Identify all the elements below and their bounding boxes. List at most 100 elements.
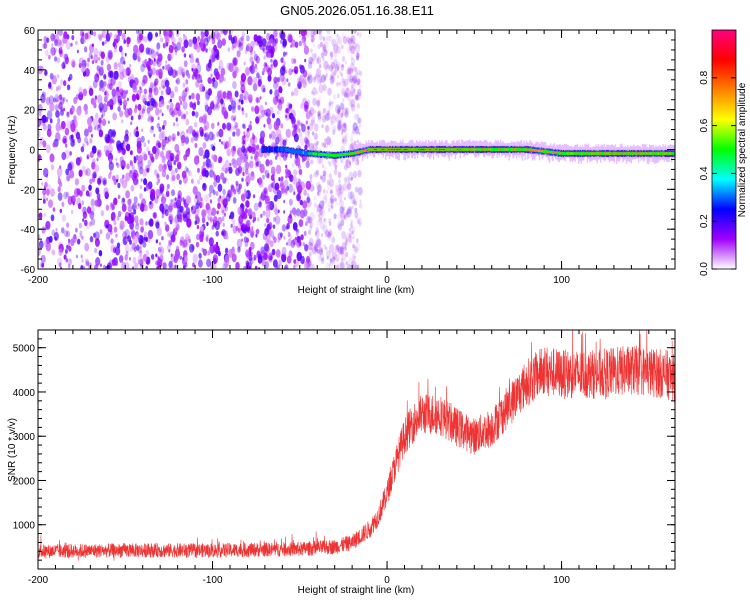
noise-speckle <box>62 80 67 87</box>
signal-edge <box>387 145 388 147</box>
noise-speckle <box>310 159 313 165</box>
noise-speckle <box>322 43 326 49</box>
noise-speckle <box>156 51 159 56</box>
noise-speckle <box>344 248 347 254</box>
signal-edge <box>520 145 522 147</box>
signal-segment <box>358 151 360 153</box>
noise-speckle <box>309 174 313 180</box>
noise-speckle <box>41 263 45 268</box>
noise-speckle <box>284 111 290 121</box>
noise-speckle <box>339 246 345 255</box>
noise-speckle <box>199 234 204 243</box>
noise-speckle <box>129 63 132 68</box>
noise-speckle <box>303 45 309 55</box>
noise-speckle <box>105 133 108 138</box>
noise-speckle <box>315 90 319 95</box>
signal-segment <box>567 152 569 155</box>
noise-speckle <box>113 62 118 70</box>
signal-segment <box>280 147 282 152</box>
noise-speckle <box>329 259 334 266</box>
signal-segment <box>420 149 422 150</box>
noise-speckle <box>60 120 66 130</box>
noise-speckle <box>125 67 131 77</box>
signal-segment <box>535 149 538 152</box>
signal-edge <box>606 156 608 158</box>
signal-segment <box>636 152 638 155</box>
noise-speckle <box>322 46 326 52</box>
noise-speckle <box>345 158 349 165</box>
noise-speckle <box>158 103 161 107</box>
noise-speckle <box>340 112 344 118</box>
noise-speckle <box>140 245 143 249</box>
noise-speckle <box>218 60 224 69</box>
noise-speckle <box>264 223 267 227</box>
signal-edge <box>639 149 641 151</box>
noise-speckle <box>255 55 260 64</box>
noise-speckle <box>139 166 144 175</box>
noise-speckle <box>267 202 271 209</box>
noise-speckle <box>43 42 48 49</box>
signal-edge <box>462 145 464 147</box>
noise-speckle <box>318 247 324 256</box>
signal-segment <box>514 147 516 152</box>
noise-speckle <box>337 220 341 226</box>
signal-segment <box>286 148 288 152</box>
signal-segment <box>469 148 471 151</box>
noise-speckle <box>163 163 167 170</box>
noise-speckle <box>70 119 76 130</box>
noise-speckle <box>123 135 129 145</box>
signal-segment <box>447 148 449 151</box>
noise-speckle <box>357 217 363 226</box>
noise-speckle <box>66 111 69 116</box>
noise-speckle <box>150 253 155 260</box>
noise-speckle <box>182 239 188 248</box>
noise-speckle <box>121 203 127 212</box>
noise-speckle <box>186 218 192 228</box>
noise-speckle <box>340 211 346 221</box>
noise-speckle <box>79 190 83 197</box>
noise-speckle <box>304 144 308 151</box>
signal-segment <box>403 149 405 150</box>
noise-speckle <box>124 52 127 57</box>
noise-speckle <box>351 38 354 43</box>
noise-speckle <box>174 50 178 56</box>
signal-segment <box>641 152 643 155</box>
noise-speckle <box>65 248 68 254</box>
noise-speckle <box>262 174 265 180</box>
noise-speckle <box>325 262 330 269</box>
signal-edge <box>399 145 401 147</box>
noise-speckle <box>288 198 293 206</box>
signal-segment <box>644 152 646 155</box>
noise-speckle <box>308 263 314 269</box>
noise-speckle <box>238 214 244 224</box>
noise-speckle <box>175 117 178 122</box>
noise-speckle <box>98 129 104 138</box>
noise-speckle <box>107 49 113 60</box>
signal-edge <box>470 145 472 147</box>
signal-segment <box>671 152 673 155</box>
signal-segment <box>353 151 355 155</box>
noise-speckle <box>167 232 170 237</box>
signal-edge <box>578 156 580 158</box>
signal-segment <box>430 148 432 151</box>
noise-speckle <box>187 235 191 242</box>
noise-speckle <box>314 140 318 146</box>
noise-speckle <box>307 76 310 81</box>
noise-speckle <box>134 222 140 231</box>
noise-speckle <box>313 30 317 36</box>
signal-edge <box>561 156 563 158</box>
noise-speckle <box>161 196 166 205</box>
noise-speckle <box>314 247 318 253</box>
noise-speckle <box>311 33 315 39</box>
noise-speckle <box>349 90 354 98</box>
signal-edge <box>552 148 553 150</box>
noise-speckle <box>164 221 167 226</box>
signal-edge <box>500 145 502 147</box>
signal-segment <box>267 147 269 152</box>
signal-segment <box>628 152 630 155</box>
noise-speckle <box>252 134 256 140</box>
noise-speckle <box>359 70 363 77</box>
noise-speckle <box>217 39 223 49</box>
noise-speckle <box>110 238 114 245</box>
noise-speckle <box>204 94 209 102</box>
